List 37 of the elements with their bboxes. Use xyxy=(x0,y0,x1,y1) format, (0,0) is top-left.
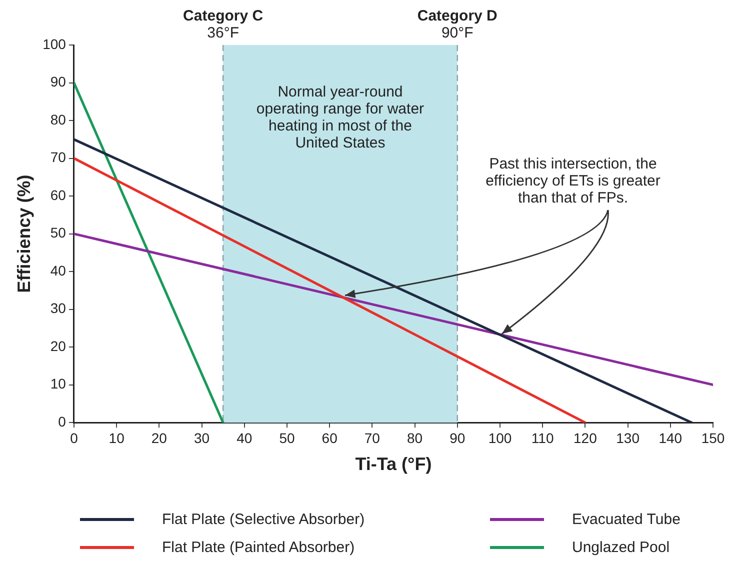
y-tick-label: 20 xyxy=(50,338,66,354)
x-tick-label: 50 xyxy=(279,430,295,446)
x-tick-label: 80 xyxy=(406,430,423,446)
legend-label: Flat Plate (Selective Absorber) xyxy=(162,510,365,528)
y-tick-label: 30 xyxy=(50,300,66,316)
x-tick-label: 150 xyxy=(701,430,725,446)
legend-label: Flat Plate (Painted Absorber) xyxy=(162,538,355,556)
x-tick-label: 30 xyxy=(194,430,210,446)
x-tick-label: 70 xyxy=(364,430,380,446)
x-tick-label: 100 xyxy=(488,430,512,446)
annotation: Past this intersection, the efficiency of ETs is greater than that of FPs. xyxy=(486,156,660,207)
legend-label: Unglazed Pool xyxy=(572,538,670,556)
y-tick-label: 50 xyxy=(50,224,66,241)
x-axis-title: Ti-Ta (°F) xyxy=(355,454,432,474)
y-tick-label: 90 xyxy=(50,74,66,90)
x-tick-label: 40 xyxy=(236,430,252,446)
legend-label: Evacuated Tube xyxy=(572,510,680,528)
x-tick-label: 130 xyxy=(616,430,640,446)
y-tick-label: 60 xyxy=(50,186,66,203)
ref-line-label: Category D 90°F xyxy=(417,8,498,42)
x-tick-label: 110 xyxy=(531,430,554,446)
x-tick-label: 10 xyxy=(108,430,125,446)
y-tick-label: 100 xyxy=(42,36,66,52)
y-axis-title: Efficiency (%) xyxy=(14,174,34,293)
x-tick-label: 120 xyxy=(574,430,598,446)
ref-line-label: Category C 36°F xyxy=(183,8,264,42)
band-label: Normal year-round operating range for water heating in most of the United States xyxy=(256,84,424,152)
x-tick-label: 20 xyxy=(151,430,168,446)
x-tick-label: 90 xyxy=(450,430,466,446)
x-tick-label: 0 xyxy=(70,430,78,446)
y-tick-label: 10 xyxy=(50,376,66,392)
x-tick-label: 140 xyxy=(658,430,682,446)
x-tick-label: 60 xyxy=(322,430,338,446)
y-tick-label: 70 xyxy=(50,149,66,166)
y-tick-label: 0 xyxy=(58,413,66,430)
y-tick-label: 40 xyxy=(50,262,66,278)
y-tick-label: 80 xyxy=(50,111,66,128)
